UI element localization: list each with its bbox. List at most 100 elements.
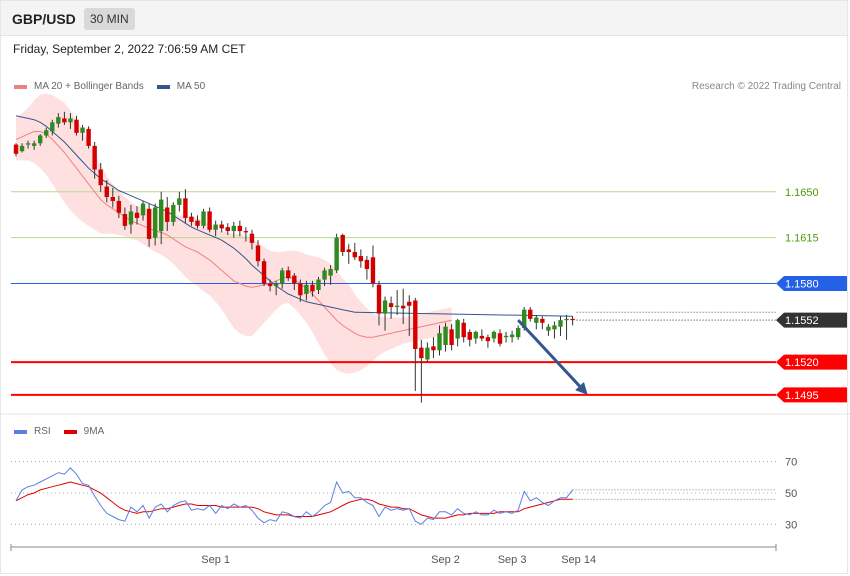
timeframe-button[interactable]: 30 MIN [84, 8, 135, 30]
candle-body [159, 199, 164, 232]
pivot-level-label: 1.1580 [785, 278, 819, 290]
candle-body [116, 200, 122, 213]
research-credit: Research © 2022 Trading Central [691, 81, 841, 92]
candle-body [455, 320, 460, 339]
bearish-candle [116, 195, 122, 218]
candle-body [56, 117, 61, 124]
bearish-candle [86, 126, 91, 149]
forecast-arrow-head [575, 381, 588, 395]
rsi-legend-label: RSI [34, 426, 51, 437]
bullish-candle [534, 314, 539, 330]
candle-body [437, 333, 442, 351]
candle-body [401, 305, 406, 309]
x-tick-label: Sep 3 [498, 554, 527, 566]
chart-timestamp: Friday, September 2, 2022 7:06:59 AM CET [13, 42, 246, 56]
bullish-candle [552, 321, 557, 339]
bearish-candle [388, 296, 394, 319]
candle-body [334, 237, 339, 271]
support-level-label: 1.1495 [785, 390, 819, 402]
bullish-candle [558, 316, 563, 336]
last-level-label: 1.1552 [785, 315, 819, 327]
candle-body [128, 211, 134, 225]
bearish-candle [122, 207, 128, 230]
level-lines-layer [11, 191, 776, 396]
bearish-candle [528, 307, 533, 322]
rsi9-legend-label: 9MA [83, 426, 105, 437]
candle-body [31, 143, 37, 146]
bearish-candle [419, 339, 424, 403]
bearish-candle [413, 297, 418, 391]
bearish-candle [467, 329, 472, 347]
bullish-candle [159, 191, 164, 245]
bullish-candle [80, 124, 85, 141]
bullish-candle [44, 127, 49, 139]
bullish-candle [455, 318, 460, 347]
bearish-candle [431, 337, 436, 359]
candle-body [376, 284, 382, 314]
forecast-arrow-layer [517, 319, 588, 395]
bearish-candle [104, 179, 109, 203]
bearish-candle [540, 316, 545, 330]
forecast-arrow-shaft [517, 319, 581, 388]
bearish-candle [110, 187, 115, 208]
bearish-candle [358, 249, 364, 268]
candle-body [201, 211, 206, 226]
bearish-candle [286, 266, 291, 281]
bullish-candle [140, 200, 146, 221]
candle-body [364, 259, 370, 270]
candle-body [183, 198, 188, 218]
candle-body [50, 122, 55, 132]
candle-body [340, 235, 345, 253]
candle-body [292, 275, 297, 284]
candle-body [219, 224, 224, 229]
candle-body [497, 333, 503, 344]
bullish-candle [394, 290, 400, 315]
x-tick-label: Sep 1 [201, 554, 230, 566]
bearish-candle [237, 220, 243, 237]
bullish-candle [437, 325, 442, 356]
candle-body [98, 169, 103, 186]
candle-body [522, 309, 527, 329]
bullish-candle [56, 113, 61, 128]
bullish-candle [425, 342, 430, 363]
candle-body [152, 207, 158, 238]
bearish-candle [570, 316, 575, 326]
bearish-candle [298, 279, 303, 302]
candle-body [479, 335, 485, 339]
resistance-level-label: 1.1650 [785, 187, 819, 199]
ma20-line [15, 131, 452, 338]
candle-body [310, 284, 315, 292]
bearish-candle [261, 258, 267, 287]
ma20-legend-label: MA 20 + Bollinger Bands [34, 81, 144, 92]
candle-body [13, 144, 19, 154]
bearish-candle [352, 242, 357, 260]
candle-body [461, 322, 466, 338]
bearish-candle [13, 143, 19, 157]
candle-body [328, 269, 333, 276]
bullish-candle [38, 134, 43, 146]
bearish-candle [401, 288, 406, 325]
candle-body [503, 335, 509, 338]
candle-body [74, 119, 79, 133]
ma50-line-tail [354, 311, 573, 317]
candle-body [346, 249, 351, 253]
rsi-gridline-label: 50 [785, 488, 797, 500]
bearish-candle [98, 162, 103, 192]
candle-body [467, 331, 472, 340]
ma50-legend-label: MA 50 [176, 81, 206, 92]
bearish-candle [497, 329, 503, 347]
rsi-9ma-line [15, 481, 573, 519]
candle-body [382, 300, 388, 314]
candle-body [62, 118, 67, 123]
candle-body [86, 128, 91, 146]
candle-body [443, 326, 448, 346]
bearish-candle [449, 324, 454, 351]
candle-body [485, 337, 491, 342]
x-tick-label: Sep 2 [431, 554, 460, 566]
x-tick-label: Sep 14 [561, 554, 596, 566]
candle-body [243, 231, 249, 233]
bearish-candle [370, 245, 376, 288]
bullish-candle [171, 202, 176, 226]
bullish-candle [304, 280, 309, 301]
